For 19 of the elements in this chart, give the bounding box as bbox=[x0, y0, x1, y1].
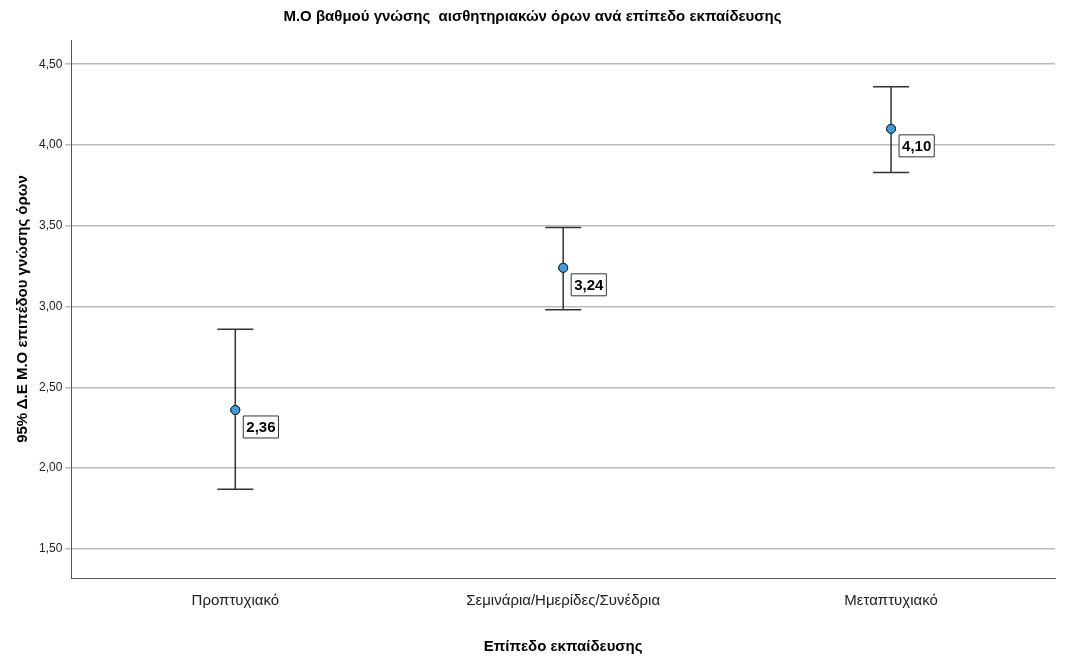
data-label: 3,24 bbox=[574, 275, 605, 293]
point bbox=[886, 123, 897, 134]
point bbox=[230, 404, 241, 415]
x-tick-label: Προπτυχιακό bbox=[191, 591, 280, 609]
y-tick-label: 3,50 bbox=[39, 218, 63, 233]
x-axis-title: Επίπεδο εκπαίδευσης bbox=[483, 637, 643, 655]
chart-title: Μ.Ο βαθμού γνώσης αισθητηριακών όρων ανά επίπεδο εκπαίδευσης bbox=[283, 7, 782, 25]
y-tick-label: 4,50 bbox=[39, 56, 63, 71]
y-tick-label: 2,00 bbox=[39, 460, 63, 475]
y-tick-label: 2,50 bbox=[39, 379, 63, 394]
data-label: 4,10 bbox=[902, 137, 932, 154]
y-tick-label: 3,00 bbox=[39, 298, 63, 313]
y-tick-label: 4,00 bbox=[39, 137, 63, 152]
y-axis-title: 95% Δ.Ε Μ.Ο επιπέδου γνώσης όρων bbox=[13, 175, 31, 443]
data-label: 2,36 bbox=[246, 418, 276, 436]
y-tick-label: 1,50 bbox=[39, 541, 63, 556]
point bbox=[558, 262, 569, 273]
x-tick-label: Μεταπτυχιακό bbox=[844, 591, 938, 609]
x-tick-label: Σεμινάρια/Ημερίδες/Συνέδρια bbox=[466, 591, 661, 609]
